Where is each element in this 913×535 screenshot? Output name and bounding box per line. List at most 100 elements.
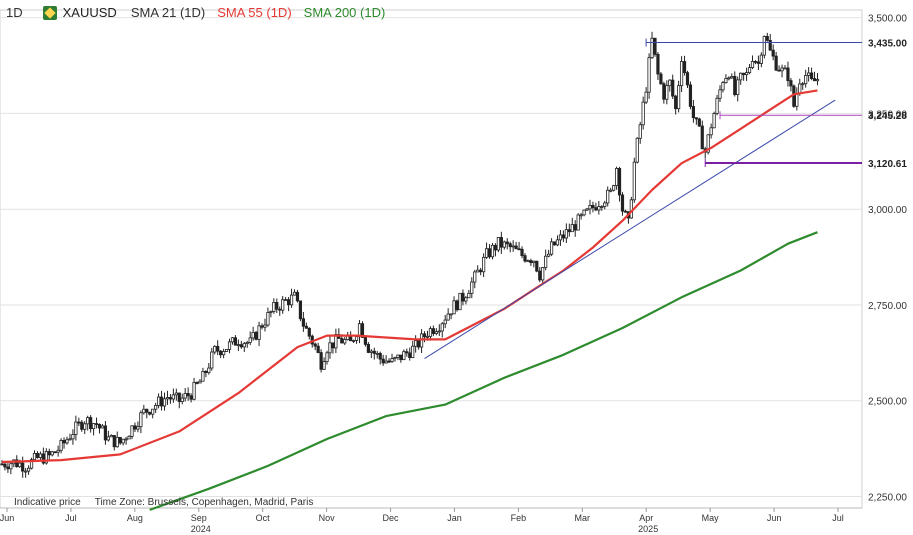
candle-body — [405, 351, 409, 354]
candle-body — [815, 79, 820, 82]
sma55-legend[interactable]: SMA 55 (1D) — [217, 5, 292, 20]
candle-body — [697, 118, 701, 127]
candle-body — [287, 299, 291, 306]
candle-body — [632, 161, 636, 201]
candle-body — [561, 234, 565, 239]
x-tick-label: Jan — [447, 513, 462, 523]
chart-footer: Indicative price Time Zone: Brussels, Co… — [14, 497, 313, 508]
candle-body — [656, 53, 660, 75]
candle-body — [148, 411, 152, 415]
candle-body — [467, 292, 471, 299]
x-tick-label: May — [702, 513, 720, 523]
candle-body — [281, 299, 285, 311]
candle-body — [505, 241, 509, 245]
candle-body — [665, 85, 669, 100]
candle-body — [567, 229, 571, 233]
candle-body — [780, 67, 784, 72]
candle-body — [6, 466, 10, 470]
candle-body — [739, 72, 743, 81]
candle-body — [612, 185, 616, 191]
sma200-legend[interactable]: SMA 200 (1D) — [303, 5, 386, 20]
candle-body — [133, 425, 137, 430]
candle-body — [659, 73, 663, 85]
candle-body — [301, 318, 305, 327]
candle-body — [109, 435, 113, 438]
candle-body — [549, 241, 554, 255]
candle-body — [555, 239, 560, 246]
candle-body — [112, 435, 116, 448]
candle-body — [614, 168, 619, 187]
candle-body — [638, 124, 642, 139]
candle-body — [174, 392, 178, 396]
candle-body — [490, 244, 495, 258]
level-price-label: 3,245.28 — [868, 111, 907, 122]
candle-body — [674, 95, 678, 110]
candle-body — [44, 451, 48, 464]
candle-body — [316, 345, 320, 353]
candle-body — [15, 459, 19, 468]
candle-body — [425, 335, 430, 338]
candle-body — [470, 281, 474, 294]
candle-body — [0, 463, 4, 466]
candle-body — [544, 255, 548, 268]
x-tick-label: Dec — [383, 513, 400, 523]
candle-body — [446, 313, 450, 321]
candle-body — [159, 396, 164, 407]
candle-body — [417, 340, 421, 348]
candle-body — [77, 421, 81, 424]
candle-body — [21, 462, 25, 472]
candle-body — [91, 423, 96, 430]
candle-body — [812, 78, 817, 82]
candle-body — [617, 168, 622, 196]
candle-body — [647, 57, 651, 93]
candle-body — [641, 101, 645, 126]
candle-body — [343, 339, 347, 344]
candle-body — [121, 438, 125, 444]
candle-body — [762, 36, 766, 56]
candle-body — [464, 297, 468, 302]
symbol-label[interactable]: XAUUSD — [62, 5, 117, 20]
candle-body — [744, 72, 749, 76]
candle-body — [393, 356, 397, 359]
candle-body — [94, 423, 99, 425]
x-tick-label: Sep — [191, 513, 207, 523]
candle-body — [384, 360, 388, 364]
candle-body — [198, 380, 202, 384]
candle-body — [354, 336, 359, 341]
candle-body — [71, 434, 75, 440]
x-tick-label: Feb — [511, 513, 527, 523]
candle-body — [487, 248, 492, 258]
candle-body — [440, 323, 444, 332]
candle-body — [183, 393, 187, 399]
candle-body — [304, 325, 308, 329]
candle-body — [414, 340, 418, 347]
candle-body — [378, 352, 382, 360]
candle-body — [502, 241, 506, 248]
sma21-legend[interactable]: SMA 21 (1D) — [130, 5, 206, 20]
candle-body — [156, 396, 161, 406]
candle-body — [272, 302, 276, 312]
y-tick-label: 2,250.00 — [868, 493, 907, 504]
timeframe-label[interactable]: 1D — [6, 5, 23, 20]
candle-body — [9, 463, 13, 470]
candle-body — [733, 76, 737, 96]
candle-body — [89, 417, 93, 430]
candle-body — [789, 80, 793, 87]
candle-body — [809, 72, 814, 79]
candle-body — [753, 61, 758, 63]
candle-body — [452, 300, 456, 315]
candle-body — [458, 292, 462, 311]
candle-body — [402, 351, 406, 361]
candle-body — [431, 328, 435, 334]
candle-body — [236, 344, 240, 346]
candle-body — [493, 244, 498, 251]
candle-body — [65, 439, 69, 444]
candle-body — [38, 453, 43, 458]
candle-body — [662, 83, 666, 100]
candle-body — [730, 76, 734, 79]
candle-body — [629, 199, 633, 219]
candle-body — [269, 311, 273, 313]
x-tick-label: Apr — [639, 513, 653, 523]
candle-body — [482, 256, 486, 273]
